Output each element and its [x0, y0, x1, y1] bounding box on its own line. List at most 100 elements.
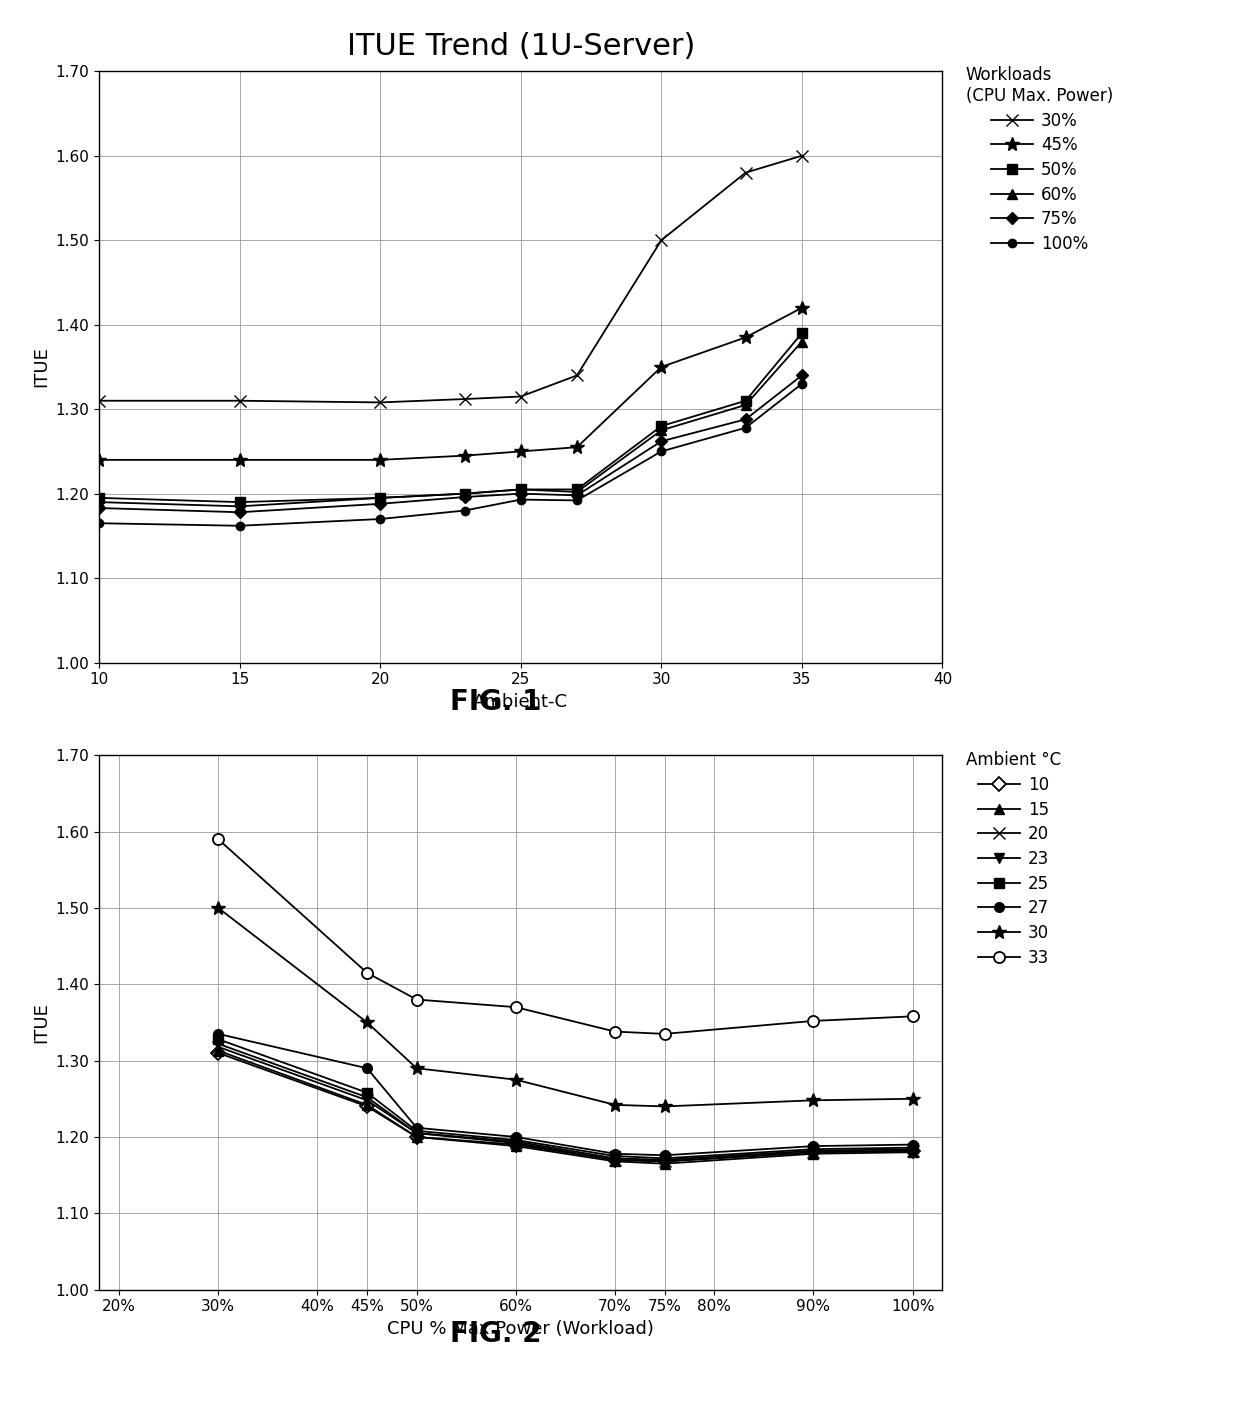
- 75%: [738, 410, 753, 428]
- 30: [608, 1096, 622, 1113]
- 23: [806, 1143, 821, 1160]
- 30%: [92, 392, 107, 409]
- 33: [806, 1012, 821, 1029]
- 75%: [232, 503, 247, 520]
- 33: [905, 1007, 920, 1025]
- 75%: [92, 500, 107, 517]
- Line: 23: 23: [213, 1039, 918, 1164]
- 75%: [569, 487, 584, 504]
- 15: [905, 1144, 920, 1161]
- 100%: [458, 502, 472, 519]
- 10: [657, 1153, 672, 1170]
- 45%: [795, 299, 810, 316]
- Line: 100%: 100%: [95, 379, 806, 530]
- 27: [211, 1026, 226, 1043]
- 15: [806, 1146, 821, 1163]
- Line: 33: 33: [213, 834, 918, 1039]
- 100%: [373, 510, 388, 527]
- Line: 60%: 60%: [94, 336, 807, 512]
- 23: [905, 1140, 920, 1157]
- Line: 30: 30: [211, 901, 920, 1113]
- 60%: [458, 485, 472, 502]
- 50%: [569, 480, 584, 497]
- Line: 75%: 75%: [95, 372, 806, 516]
- 45%: [569, 439, 584, 456]
- 27: [508, 1129, 523, 1146]
- 45%: [458, 447, 472, 465]
- 10: [508, 1136, 523, 1153]
- 20: [608, 1151, 622, 1168]
- 30: [409, 1060, 424, 1077]
- 33: [211, 831, 226, 848]
- Line: 30%: 30%: [93, 150, 808, 409]
- Line: 50%: 50%: [94, 328, 807, 507]
- 100%: [795, 375, 810, 392]
- Text: FIG. 2: FIG. 2: [450, 1321, 542, 1348]
- 100%: [569, 492, 584, 509]
- 30%: [513, 388, 528, 405]
- 20: [409, 1124, 424, 1141]
- 30: [806, 1092, 821, 1109]
- 25: [211, 1030, 226, 1047]
- 27: [360, 1060, 374, 1077]
- 50%: [738, 392, 753, 409]
- 30%: [569, 366, 584, 383]
- 33: [409, 990, 424, 1007]
- 27: [905, 1136, 920, 1153]
- 30: [211, 899, 226, 916]
- 15: [409, 1129, 424, 1146]
- X-axis label: CPU % Max Power (Workload): CPU % Max Power (Workload): [387, 1320, 655, 1338]
- 60%: [795, 333, 810, 351]
- 25: [608, 1147, 622, 1164]
- 23: [508, 1133, 523, 1150]
- 50%: [458, 485, 472, 502]
- 100%: [738, 419, 753, 436]
- 15: [508, 1137, 523, 1154]
- 15: [657, 1156, 672, 1173]
- Y-axis label: ITUE: ITUE: [32, 1002, 50, 1043]
- 60%: [92, 493, 107, 510]
- 33: [608, 1023, 622, 1040]
- 27: [409, 1119, 424, 1136]
- 20: [360, 1092, 374, 1109]
- Line: 25: 25: [213, 1035, 918, 1163]
- Line: 15: 15: [213, 1046, 918, 1168]
- 30%: [795, 147, 810, 164]
- 75%: [373, 496, 388, 513]
- 20: [657, 1153, 672, 1170]
- X-axis label: Ambient-C: Ambient-C: [474, 693, 568, 711]
- 10: [608, 1151, 622, 1168]
- 33: [360, 965, 374, 982]
- 15: [360, 1096, 374, 1113]
- Line: 10: 10: [213, 1049, 918, 1166]
- 60%: [513, 480, 528, 497]
- 45%: [738, 329, 753, 346]
- 60%: [569, 483, 584, 500]
- 20: [211, 1039, 226, 1056]
- 25: [905, 1139, 920, 1156]
- 10: [360, 1097, 374, 1114]
- 30: [657, 1097, 672, 1114]
- 45%: [373, 452, 388, 469]
- 50%: [92, 489, 107, 506]
- 25: [508, 1131, 523, 1149]
- Text: FIG. 1: FIG. 1: [450, 688, 542, 715]
- 30: [508, 1072, 523, 1089]
- 25: [657, 1150, 672, 1167]
- 25: [360, 1084, 374, 1102]
- Y-axis label: ITUE: ITUE: [32, 346, 50, 388]
- 45%: [232, 452, 247, 469]
- 50%: [513, 480, 528, 497]
- 30%: [232, 392, 247, 409]
- Title: ITUE Trend (1U-Server): ITUE Trend (1U-Server): [347, 31, 694, 61]
- 75%: [513, 485, 528, 502]
- 45%: [92, 452, 107, 469]
- Line: 45%: 45%: [92, 301, 808, 467]
- 75%: [795, 366, 810, 383]
- 50%: [653, 418, 668, 435]
- Legend: 30%, 45%, 50%, 60%, 75%, 100%: 30%, 45%, 50%, 60%, 75%, 100%: [960, 60, 1120, 259]
- 10: [409, 1129, 424, 1146]
- 100%: [92, 514, 107, 532]
- 20: [806, 1144, 821, 1161]
- 60%: [232, 497, 247, 514]
